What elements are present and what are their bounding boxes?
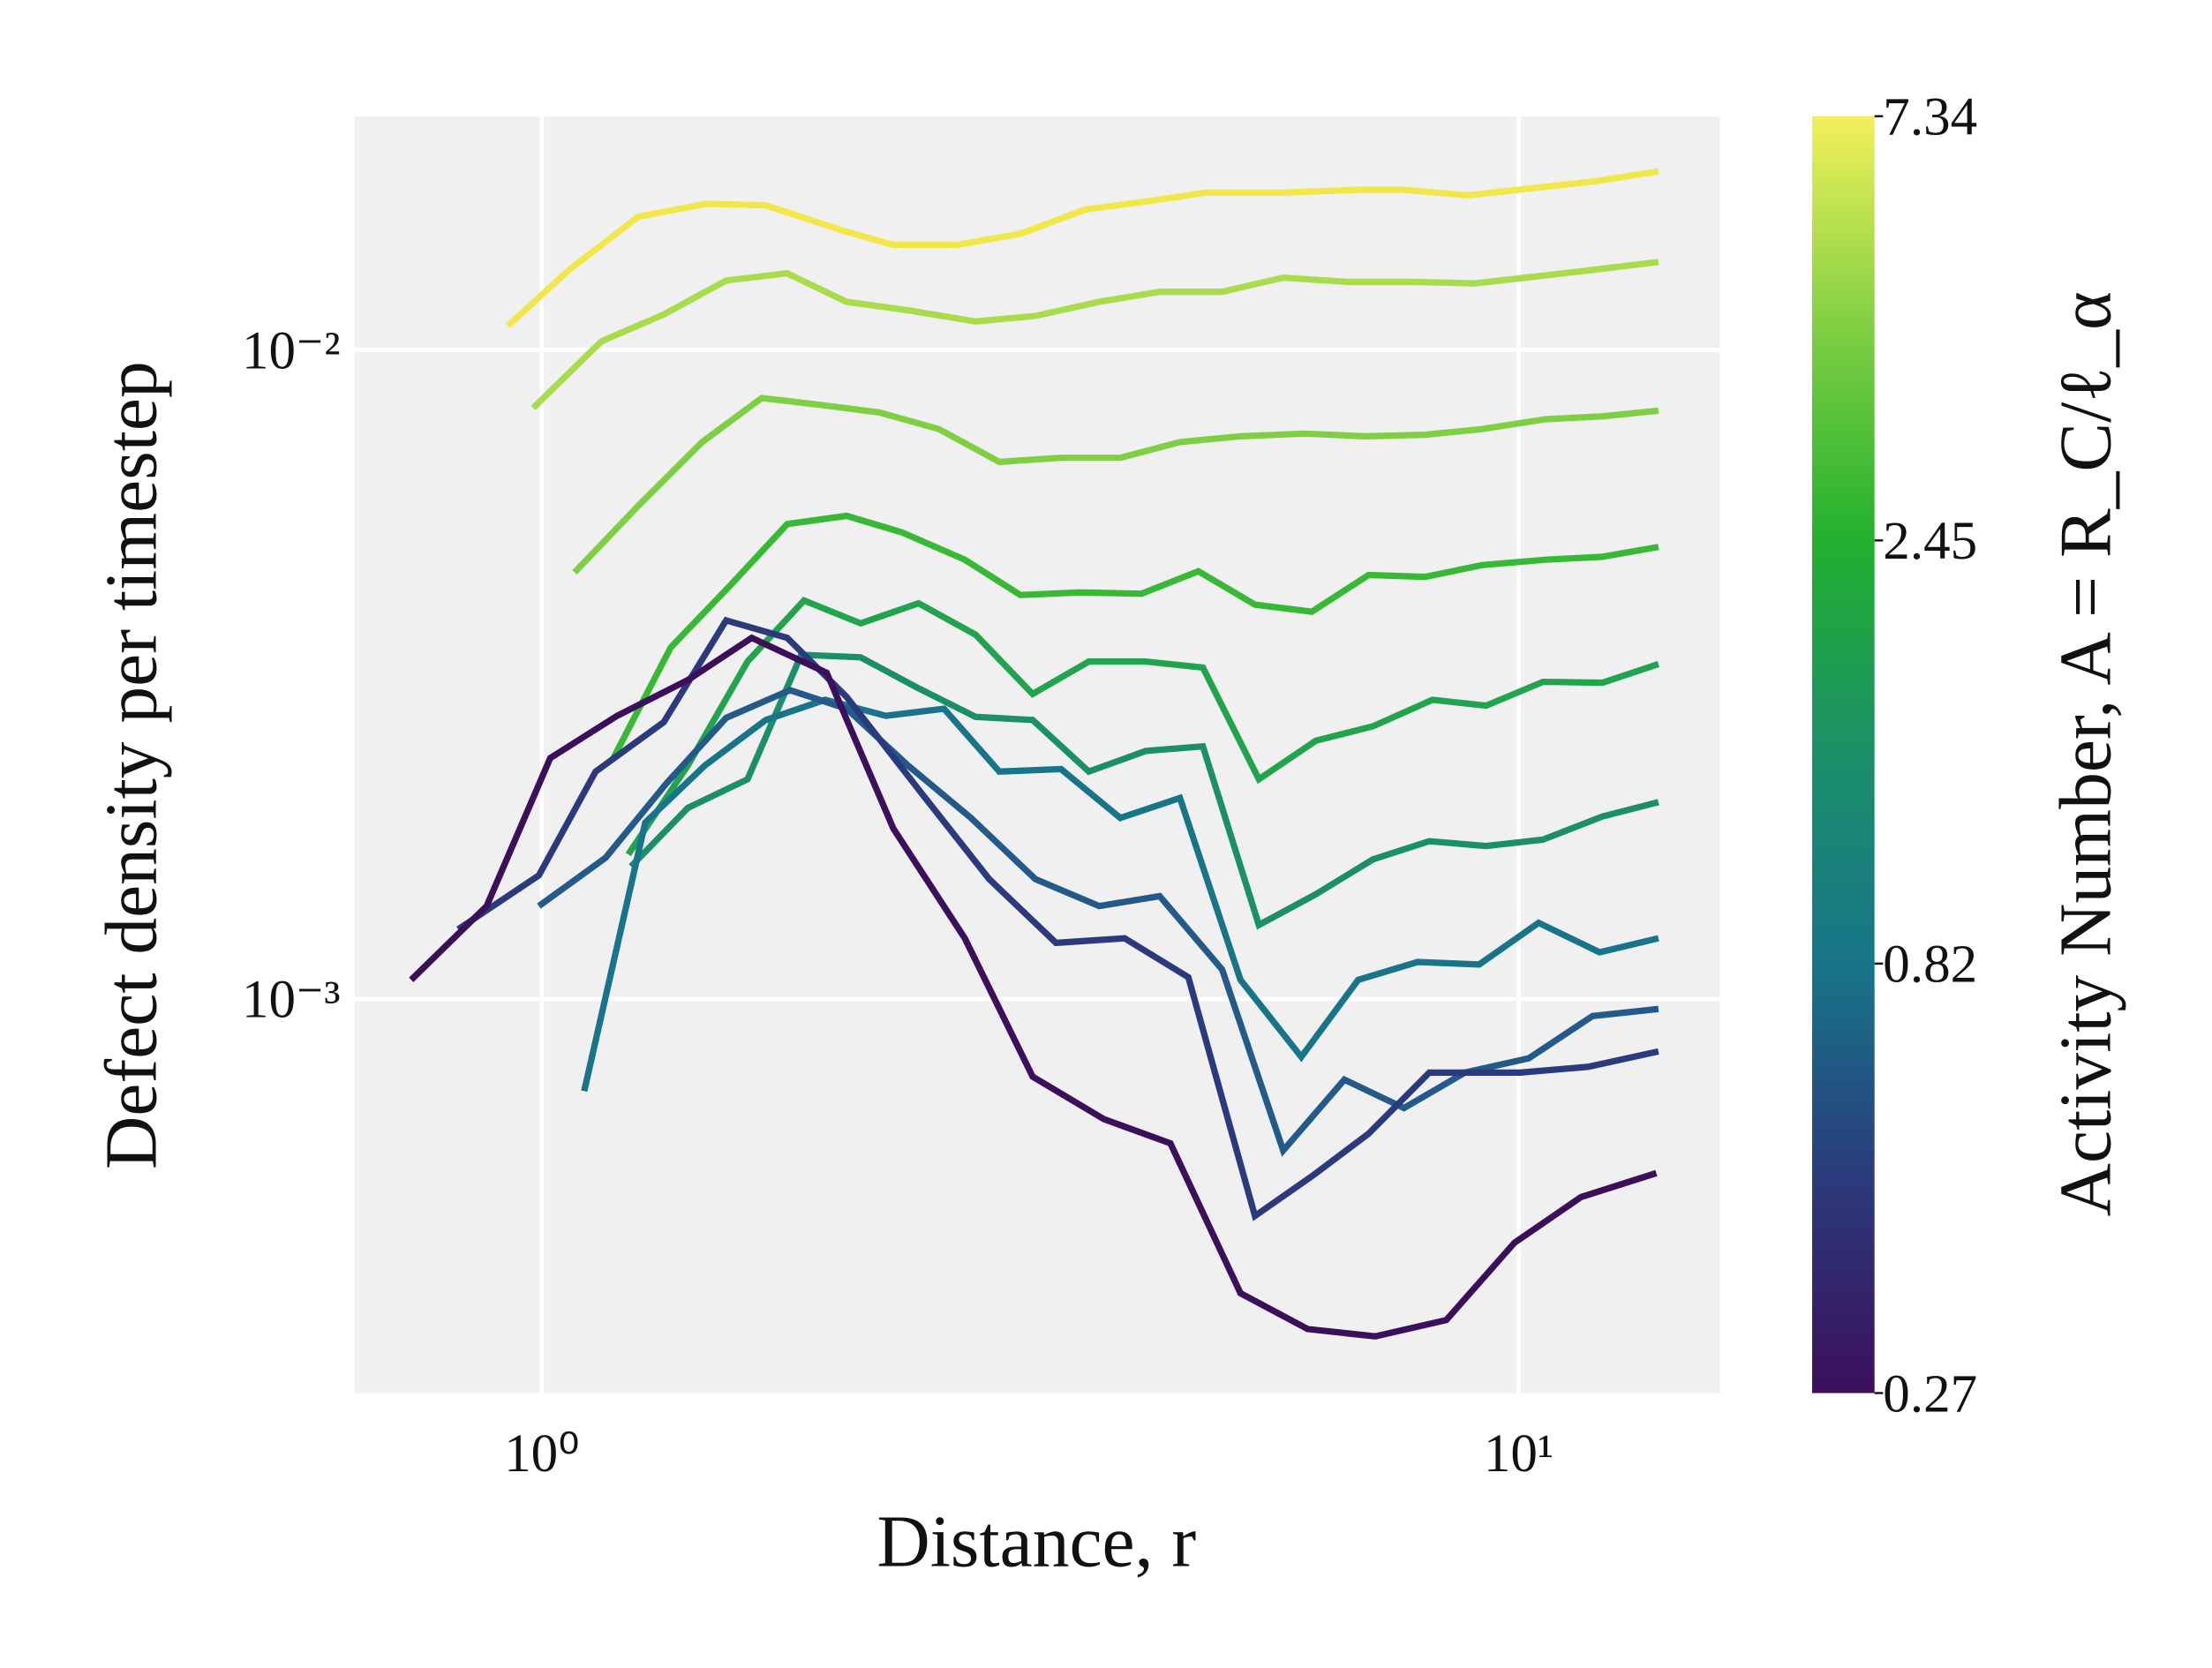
series-line: [581, 696, 1659, 1093]
series-line: [625, 597, 1659, 857]
colorbar-tick-label: 0.82: [1883, 935, 1977, 995]
plot-background: [354, 116, 1720, 1394]
colorbar-tick-label: 2.45: [1883, 512, 1977, 571]
lines: [409, 168, 1659, 1340]
colorbar: [1811, 116, 1875, 1394]
y-axis-label: Defect density per timestep: [92, 361, 173, 1169]
series-line: [456, 616, 1659, 1221]
series-line: [610, 512, 1659, 761]
series-line: [572, 394, 1659, 575]
x-axis-label: Distance, r: [877, 1501, 1196, 1582]
x-tick-label: 10¹: [1484, 1424, 1554, 1484]
y-tick-label: 10⁻³: [242, 971, 341, 1030]
y-tick-label: 10⁻²: [242, 321, 341, 380]
series-line: [409, 634, 1658, 1340]
series-line: [505, 168, 1659, 328]
grid: [354, 116, 1720, 1394]
series-line: [530, 259, 1659, 410]
x-tick-label: 10⁰: [504, 1424, 580, 1484]
colorbar-label: Activity Number, A = R_C/ℓ_α: [2045, 291, 2126, 1216]
colorbar-tick-label: 7.34: [1883, 88, 1977, 147]
colorbar-tick-label: 0.27: [1883, 1364, 1977, 1424]
